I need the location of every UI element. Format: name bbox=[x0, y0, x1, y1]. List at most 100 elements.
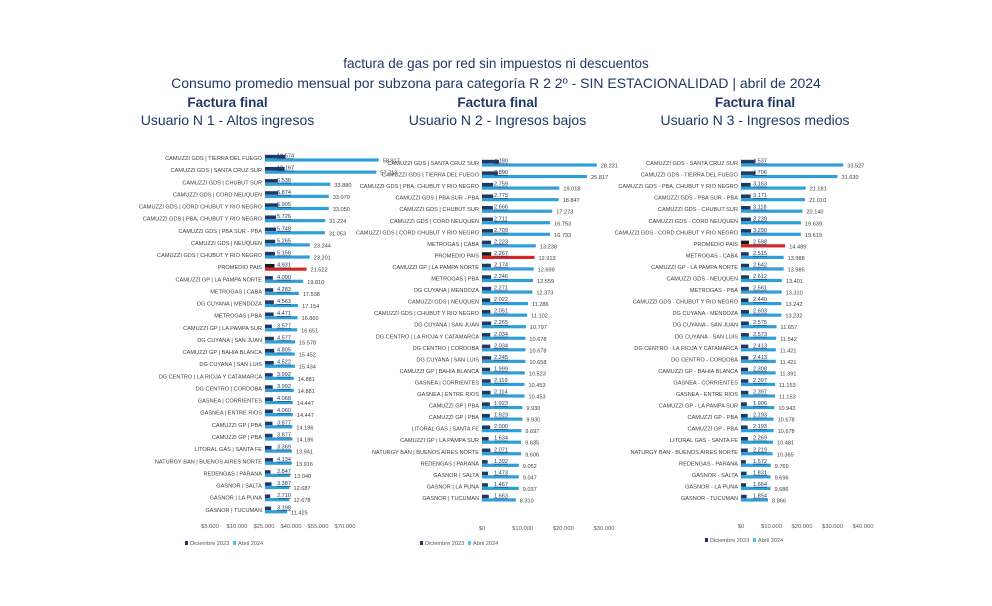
bar-diciembre-2023 bbox=[482, 448, 491, 453]
bar-diciembre-2023 bbox=[741, 413, 748, 418]
bar-abril-2024 bbox=[741, 394, 776, 398]
bar-diciembre-2023 bbox=[741, 252, 749, 256]
value-label-abril: 33.070 bbox=[333, 195, 350, 201]
bar-diciembre-2023 bbox=[482, 390, 491, 395]
legend-label-diciembre: Diciembre 2023 bbox=[425, 541, 464, 547]
value-label-diciembre: 1.634 bbox=[494, 436, 508, 442]
value-label-diciembre: 2.515 bbox=[753, 251, 767, 257]
bar-diciembre-2023 bbox=[482, 460, 488, 464]
value-label-diciembre: 1.923 bbox=[494, 401, 508, 407]
bar-diciembre-2023 bbox=[265, 263, 275, 268]
category-label: DG CENTRO | CORDOBA bbox=[413, 346, 480, 352]
category-label: CAMUZZI GDS - PBA, CHUBUT Y RIO NEGRO bbox=[618, 184, 738, 190]
legend-label-abril: Abril 2024 bbox=[238, 541, 263, 547]
bar-abril-2024 bbox=[265, 498, 290, 502]
value-label-diciembre: 1.572 bbox=[753, 459, 767, 465]
category-label: METROGAS - CABA bbox=[686, 253, 738, 259]
value-label-abril: 11.391 bbox=[780, 371, 797, 377]
bar-abril-2024 bbox=[741, 209, 803, 213]
category-label: CAMUZZI GDS - SANTA CRUZ SUR bbox=[646, 161, 738, 167]
bar-abril-2024 bbox=[482, 475, 519, 479]
bar-abril-2024 bbox=[482, 267, 534, 271]
panel-3-title: Usuario N 3 - Ingresos medios bbox=[660, 112, 850, 128]
bar-abril-2024 bbox=[741, 486, 771, 490]
value-label-abril: 23.244 bbox=[314, 243, 331, 249]
value-label-abril: 13.916 bbox=[296, 462, 313, 468]
bar-abril-2024 bbox=[265, 279, 304, 283]
bar-abril-2024 bbox=[482, 348, 526, 352]
value-label-diciembre: 2.710 bbox=[277, 493, 291, 499]
category-label: CAMUZZI GP - PBA bbox=[687, 427, 738, 433]
value-label-abril: 11.153 bbox=[779, 395, 796, 401]
value-label-abril: 15.452 bbox=[299, 353, 316, 359]
bar-diciembre-2023 bbox=[265, 227, 277, 232]
category-label: CAMUZZI GDS | CHUBUT SUR bbox=[399, 207, 479, 213]
value-label-diciembre: 2.034 bbox=[494, 332, 508, 338]
bar-diciembre-2023 bbox=[265, 191, 279, 195]
value-label-abril: 12.678 bbox=[293, 498, 310, 504]
bar-abril-2024 bbox=[482, 174, 587, 179]
value-label-diciembre: 4.563 bbox=[277, 299, 291, 305]
value-label-diciembre: 3.877 bbox=[277, 432, 291, 438]
category-label: CAMUZZI GP | BAHIA BLANCA bbox=[183, 350, 263, 356]
bar-diciembre-2023 bbox=[265, 348, 275, 353]
value-label-abril: 31.224 bbox=[329, 219, 346, 225]
bar-abril-2024 bbox=[741, 232, 801, 236]
value-label-diciembre: 4.180 bbox=[494, 159, 508, 165]
bar-diciembre-2023 bbox=[482, 483, 488, 487]
bar-diciembre-2023 bbox=[482, 252, 492, 256]
panel-1-header: Factura final Usuario N 1 - Altos ingres… bbox=[120, 95, 335, 128]
bar-abril-2024 bbox=[265, 255, 310, 259]
value-label-abril: 11.153 bbox=[779, 383, 796, 389]
legend-swatch-abril bbox=[468, 541, 471, 545]
panel-2-heading: Factura final bbox=[457, 95, 538, 110]
value-label-abril: 15.578 bbox=[299, 340, 316, 346]
bar-abril-2024 bbox=[482, 486, 519, 490]
panel-3-header: Factura final Usuario N 3 - Ingresos med… bbox=[640, 95, 870, 128]
category-label: REDENGAS - PARANA bbox=[679, 461, 738, 467]
category-label: CAMUZZI GP | PBA bbox=[429, 415, 479, 421]
main-title: factura de gas por red sin impuestos ni … bbox=[343, 56, 649, 71]
panel-1-heading: Factura final bbox=[187, 95, 268, 110]
value-label-abril: 15.434 bbox=[299, 365, 316, 371]
category-label: CAMUZZI GP - LA PAMPA SUR bbox=[659, 404, 738, 410]
bar-abril-2024 bbox=[482, 394, 525, 398]
value-label-abril: 14.186 bbox=[296, 437, 313, 443]
value-label-abril: 23.201 bbox=[314, 256, 331, 262]
category-label: NATURGY BAN | BUENOS AIRES NORTE bbox=[372, 450, 479, 456]
bar-abril-2024 bbox=[265, 328, 298, 332]
value-label-diciembre: 2.759 bbox=[494, 182, 508, 188]
value-label-abril: 10.453 bbox=[529, 395, 546, 401]
value-label-diciembre: 1.473 bbox=[494, 470, 508, 476]
value-label-diciembre: 1.999 bbox=[494, 366, 508, 372]
bar-abril-2024 bbox=[482, 440, 522, 444]
category-label: LITORAL GAS - SANTA FE bbox=[670, 438, 738, 444]
bar-diciembre-2023 bbox=[265, 324, 272, 329]
value-label-abril: 14.447 bbox=[297, 401, 314, 407]
value-label-abril: 9.052 bbox=[523, 464, 537, 470]
value-label-abril: 19.018 bbox=[563, 187, 580, 193]
bar-diciembre-2023 bbox=[741, 229, 752, 233]
bar-abril-2024 bbox=[482, 359, 526, 363]
value-label-abril: 8.866 bbox=[772, 498, 786, 504]
category-label: PROMEDIO PAIS bbox=[694, 242, 739, 248]
category-label: REDENGAS | PARANA bbox=[420, 461, 479, 467]
value-label-diciembre: 4.537 bbox=[753, 159, 767, 165]
bar-abril-2024 bbox=[741, 429, 774, 433]
value-label-abril: 21.181 bbox=[810, 187, 827, 193]
value-label-diciembre: 10.167 bbox=[277, 166, 294, 172]
value-label-diciembre: 2.642 bbox=[753, 262, 767, 268]
x-tick-label: $40.000 bbox=[281, 524, 302, 530]
value-label-abril: 12.559 bbox=[537, 279, 554, 285]
category-label: PROMEDIO PAIS bbox=[435, 253, 480, 259]
bar-diciembre-2023 bbox=[741, 263, 750, 268]
bar-abril-2024 bbox=[265, 182, 331, 186]
bar-abril-2024 bbox=[482, 232, 551, 236]
category-label: CAMUZZI GP | LA PAMPA SUR bbox=[183, 326, 262, 332]
category-label: CAMUZZI GDS | PBA SUR - PBA bbox=[395, 196, 479, 202]
category-label: CAMUZZI GP | PBA bbox=[429, 404, 479, 410]
bar-abril-2024 bbox=[482, 336, 526, 340]
value-label-abril: 21.010 bbox=[809, 198, 826, 204]
value-label-diciembre: 3.290 bbox=[753, 228, 767, 234]
category-label: CAMUZZI GDS | PBA, CHUBUT Y RIO NEGRO bbox=[360, 184, 480, 190]
